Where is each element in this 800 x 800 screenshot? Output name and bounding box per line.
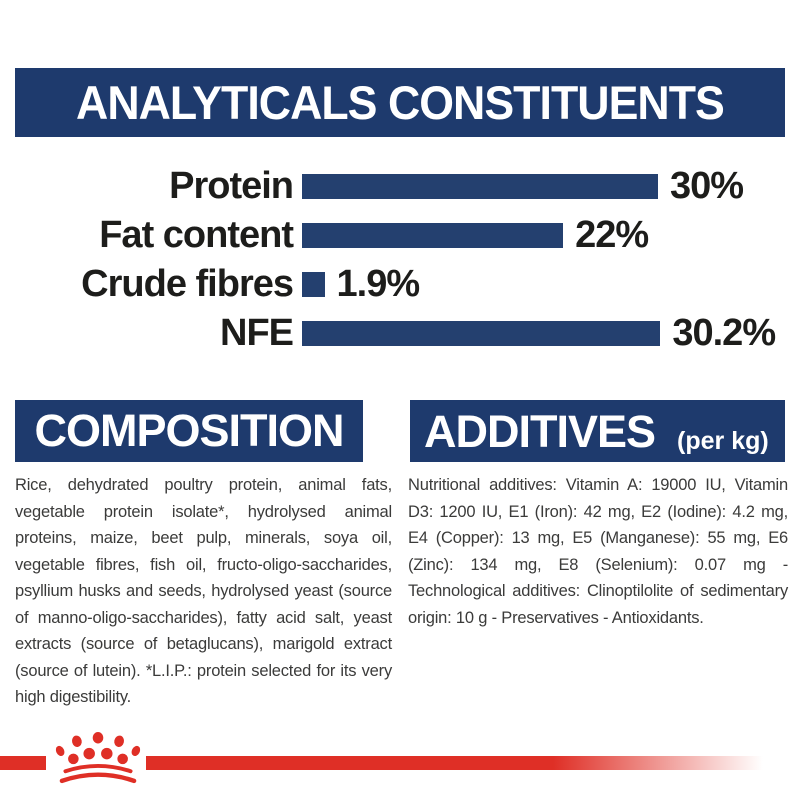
additives-unit-label: (per kg) [677, 427, 769, 455]
chart-bar [302, 320, 661, 346]
royal-canin-crown-logo-icon [55, 732, 141, 784]
chart-bar [302, 222, 564, 248]
chart-category-label: Crude fibres [81, 262, 294, 305]
chart-value-label: 1.9% [336, 262, 421, 305]
footer-red-band-right [146, 756, 782, 770]
info-columns: COMPOSITION Rice, dehydrated poultry pro… [15, 400, 788, 711]
chart-value-label: 30.2% [672, 311, 776, 354]
additives-title: ADDITIVES [424, 406, 656, 457]
chart-bar [302, 271, 325, 297]
composition-title: COMPOSITION [34, 405, 344, 456]
composition-header-band: COMPOSITION [15, 400, 363, 462]
composition-section: COMPOSITION Rice, dehydrated poultry pro… [15, 400, 392, 711]
chart-row: Crude fibres 1.9% [15, 263, 795, 305]
chart-value-label: 30% [670, 164, 744, 207]
additives-text: Nutritional additives: Vitamin A: 19000 … [408, 476, 788, 627]
footer-red-band-left [0, 756, 46, 770]
analyticals-title: ANALYTICALS CONSTITUENTS [76, 76, 725, 129]
analyticals-header-band: ANALYTICALS CONSTITUENTS [15, 68, 785, 137]
additives-header-band: ADDITIVES (per kg) [410, 400, 785, 462]
additives-section: ADDITIVES (per kg) Nutritional additives… [408, 400, 788, 711]
chart-row: Fat content 22% [15, 214, 795, 256]
chart-row: Protein 30% [15, 165, 795, 207]
chart-category-label: NFE [220, 311, 294, 354]
chart-row: NFE 30.2% [15, 312, 795, 354]
chart-category-label: Fat content [99, 213, 294, 256]
chart-category-label: Protein [169, 164, 294, 207]
composition-text: Rice, dehydrated poultry protein, animal… [15, 476, 392, 706]
analytical-constituents-bar-chart: Protein 30% Fat content 22% Crude fibres 1.9%… [15, 165, 795, 361]
chart-bar [302, 173, 658, 199]
chart-value-label: 22% [575, 213, 649, 256]
